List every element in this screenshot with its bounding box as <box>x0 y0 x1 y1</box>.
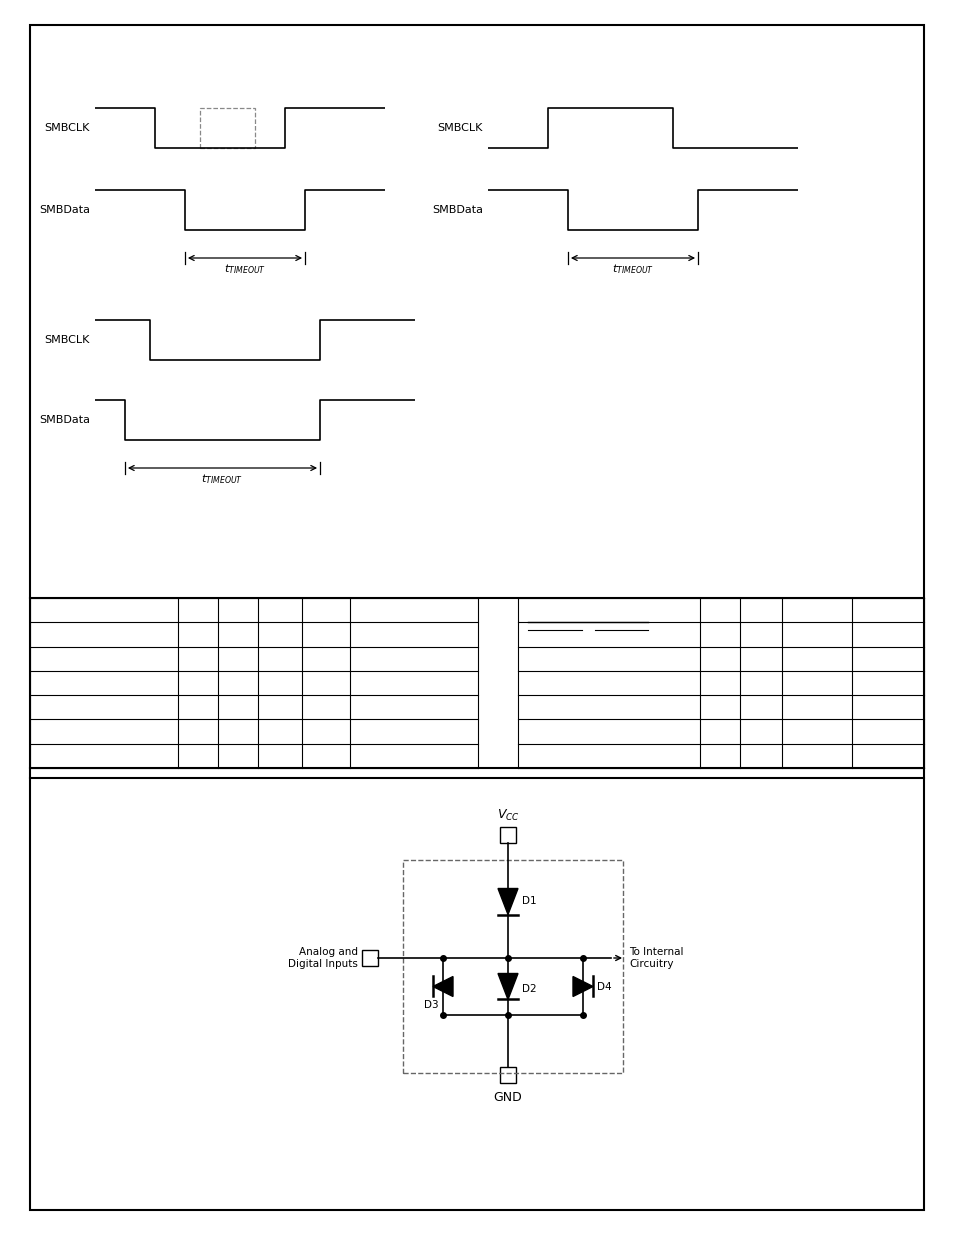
Text: D4: D4 <box>597 982 611 992</box>
Polygon shape <box>573 977 593 997</box>
Text: $t_{TIMEOUT}$: $t_{TIMEOUT}$ <box>201 472 243 485</box>
Bar <box>499 1067 516 1083</box>
Text: D1: D1 <box>521 897 536 906</box>
Polygon shape <box>497 973 517 999</box>
Text: $t_{TIMEOUT}$: $t_{TIMEOUT}$ <box>224 262 266 275</box>
Text: To Internal
Circuitry: To Internal Circuitry <box>628 947 682 968</box>
Bar <box>499 827 516 844</box>
Text: D2: D2 <box>521 984 536 994</box>
Text: D3: D3 <box>423 1000 437 1010</box>
Text: SMBData: SMBData <box>39 205 90 215</box>
Bar <box>361 950 377 966</box>
Text: GND: GND <box>493 1091 522 1104</box>
Text: SMBCLK: SMBCLK <box>437 124 482 133</box>
Text: SMBData: SMBData <box>432 205 482 215</box>
Polygon shape <box>497 888 517 914</box>
Bar <box>200 107 254 148</box>
Bar <box>402 860 622 1073</box>
Text: SMBCLK: SMBCLK <box>45 124 90 133</box>
Text: Analog and
Digital Inputs: Analog and Digital Inputs <box>288 947 357 968</box>
Text: $t_{TIMEOUT}$: $t_{TIMEOUT}$ <box>611 262 654 275</box>
Text: SMBData: SMBData <box>39 415 90 425</box>
Text: $V_{CC}$: $V_{CC}$ <box>497 808 518 823</box>
Polygon shape <box>433 977 453 997</box>
Text: SMBCLK: SMBCLK <box>45 335 90 345</box>
